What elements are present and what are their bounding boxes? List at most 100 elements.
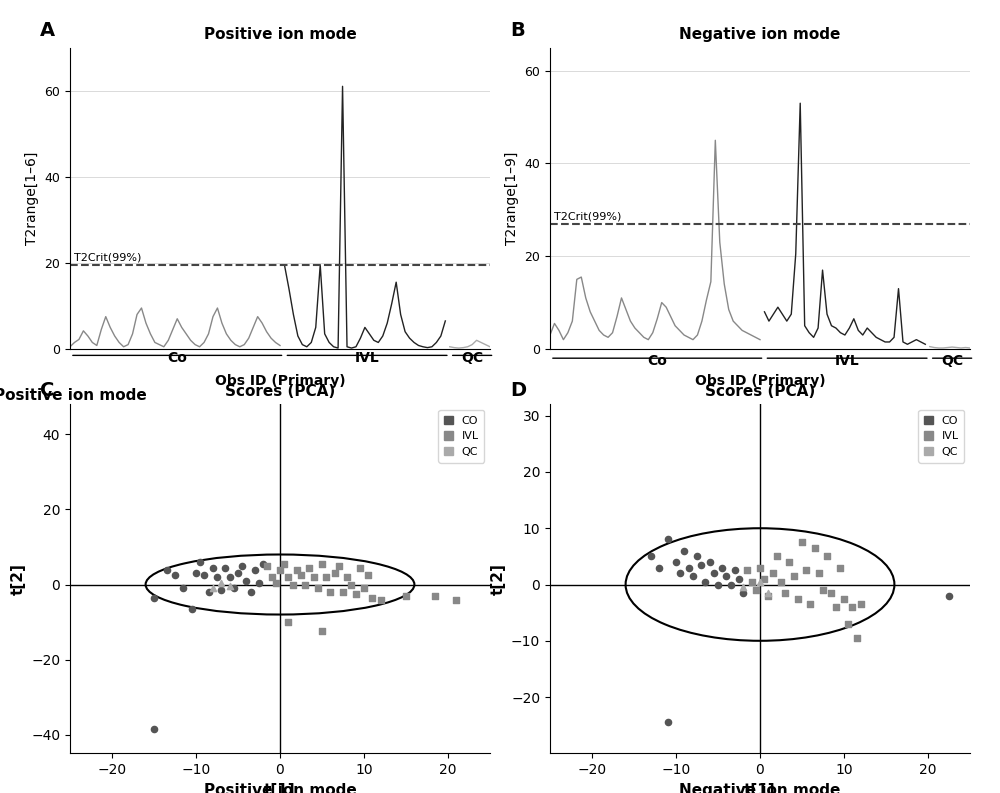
Point [222,580,238,592]
Y-axis label: T2range[1–6]: T2range[1–6] [25,151,39,245]
Text: Co: Co [647,354,667,368]
Point [146,722,162,735]
X-axis label: t[1]: t[1] [264,783,296,793]
Point [238,574,254,587]
Point [672,567,688,580]
Point [660,533,676,546]
Point [710,578,726,591]
Point [331,559,347,572]
Point [285,578,301,591]
Point [744,576,760,588]
Point [798,564,814,577]
Point [735,587,751,600]
Point [448,593,464,606]
Point [272,563,288,576]
Point [765,567,781,580]
Text: B: B [510,21,525,40]
Point [811,567,827,580]
Point [247,563,263,576]
Title: Scores (PCA): Scores (PCA) [225,384,335,399]
Point [427,589,443,602]
Y-axis label: t[2]: t[2] [11,563,26,595]
Point [318,571,334,584]
Point [702,556,718,569]
Point [167,569,183,581]
Point [836,592,852,605]
Point [188,567,204,580]
Point [259,559,275,572]
Point [777,587,793,600]
Text: Co: Co [167,351,187,365]
Point [807,542,823,554]
Point [739,564,755,577]
Point [756,573,772,585]
Point [651,561,667,574]
Point [681,561,697,574]
Point [832,561,848,574]
Text: Negative ion mode: Negative ion mode [679,783,841,793]
Y-axis label: T2range[1–9]: T2range[1–9] [505,151,519,245]
Point [731,573,747,585]
Point [306,571,322,584]
Point [314,625,330,638]
Point [289,563,305,576]
Point [853,598,869,611]
Point [828,600,844,613]
Point [790,592,806,605]
Point [222,571,238,584]
Point [786,569,802,582]
Point [941,589,957,602]
Point [264,571,280,584]
Text: QC: QC [941,354,963,368]
Text: A: A [40,21,55,40]
X-axis label: t[1]: t[1] [744,783,776,793]
Point [322,586,338,599]
Point [668,556,684,569]
X-axis label: Obs ID (Primary): Obs ID (Primary) [215,374,345,388]
Point [192,556,208,569]
Point [184,603,200,615]
Point [643,550,659,563]
Point [352,561,368,574]
Point [205,582,221,595]
Point [339,571,355,584]
Point [327,567,343,580]
Text: Positive ion mode: Positive ion mode [204,783,356,793]
Point [802,598,818,611]
Point [360,569,376,581]
Text: C: C [40,381,54,400]
Point [773,576,789,588]
Text: Positive ion mode: Positive ion mode [0,389,146,404]
Point [251,577,267,589]
Point [301,561,317,574]
Point [706,567,722,580]
Title: Positive ion mode: Positive ion mode [204,27,356,42]
Point [723,578,739,591]
Point [356,582,372,595]
Point [398,589,414,602]
Legend: CO, IVL, QC: CO, IVL, QC [918,410,964,462]
Point [714,561,730,574]
Text: QC: QC [461,351,483,365]
Point [819,550,835,563]
Point [693,558,709,571]
Point [217,561,233,574]
Point [752,561,768,574]
Point [213,584,229,596]
Text: T2Crit(99%): T2Crit(99%) [554,212,622,221]
Title: Scores (PCA): Scores (PCA) [705,384,815,399]
Point [213,577,229,589]
Point [310,582,326,595]
Title: Negative ion mode: Negative ion mode [679,27,841,42]
Legend: CO, IVL, QC: CO, IVL, QC [438,410,484,462]
Point [297,578,313,591]
Point [255,557,271,570]
Point [760,587,776,600]
Point [335,586,351,599]
Point [243,586,259,599]
Text: D: D [510,381,526,400]
Point [752,576,768,588]
X-axis label: Obs ID (Primary): Obs ID (Primary) [695,374,825,388]
Point [840,618,856,630]
Text: IVL: IVL [355,351,380,365]
